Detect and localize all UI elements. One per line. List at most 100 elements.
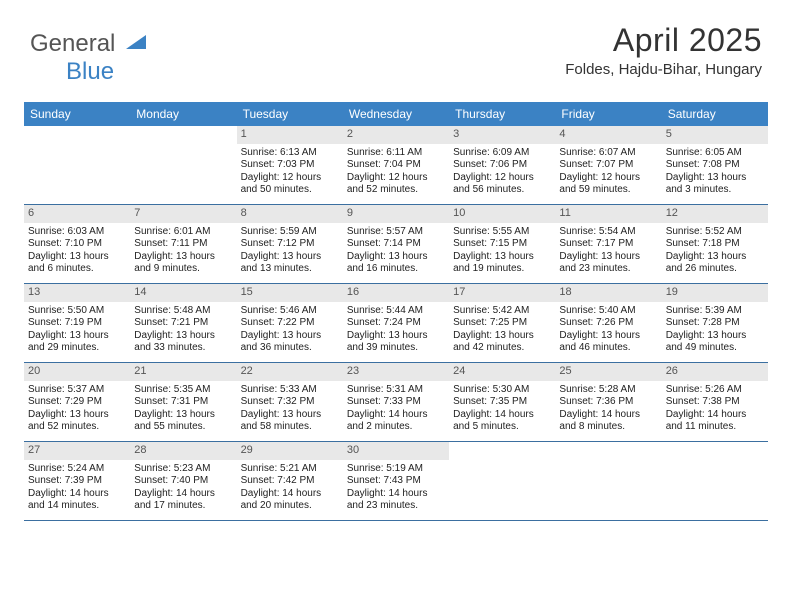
week-row: 27Sunrise: 5:24 AMSunset: 7:39 PMDayligh… xyxy=(24,442,768,521)
sunrise-line: Sunrise: 5:28 AM xyxy=(559,384,657,397)
sunset-line: Sunset: 7:40 PM xyxy=(134,475,232,488)
day-cell: 10Sunrise: 5:55 AMSunset: 7:15 PMDayligh… xyxy=(449,205,555,283)
sunrise-line: Sunrise: 5:31 AM xyxy=(347,384,445,397)
sunrise-line: Sunrise: 5:23 AM xyxy=(134,463,232,476)
sunrise-line: Sunrise: 5:55 AM xyxy=(453,226,551,239)
sunset-line: Sunset: 7:24 PM xyxy=(347,317,445,330)
day-cell: 27Sunrise: 5:24 AMSunset: 7:39 PMDayligh… xyxy=(24,442,130,520)
day-number: 7 xyxy=(130,205,236,223)
sunrise-line: Sunrise: 5:59 AM xyxy=(241,226,339,239)
daylight-line: Daylight: 14 hours and 23 minutes. xyxy=(347,488,445,513)
day-cell xyxy=(130,126,236,204)
sunset-line: Sunset: 7:33 PM xyxy=(347,396,445,409)
daylight-line: Daylight: 14 hours and 11 minutes. xyxy=(666,409,764,434)
sunrise-line: Sunrise: 6:11 AM xyxy=(347,147,445,160)
daylight-line: Daylight: 13 hours and 39 minutes. xyxy=(347,330,445,355)
week-row: 20Sunrise: 5:37 AMSunset: 7:29 PMDayligh… xyxy=(24,363,768,442)
day-number: 29 xyxy=(237,442,343,460)
sunset-line: Sunset: 7:06 PM xyxy=(453,159,551,172)
sunrise-line: Sunrise: 6:03 AM xyxy=(28,226,126,239)
day-number: 18 xyxy=(555,284,661,302)
daylight-line: Daylight: 13 hours and 29 minutes. xyxy=(28,330,126,355)
day-cell: 29Sunrise: 5:21 AMSunset: 7:42 PMDayligh… xyxy=(237,442,343,520)
day-cell: 2Sunrise: 6:11 AMSunset: 7:04 PMDaylight… xyxy=(343,126,449,204)
sunset-line: Sunset: 7:39 PM xyxy=(28,475,126,488)
day-number: 17 xyxy=(449,284,555,302)
sunset-line: Sunset: 7:32 PM xyxy=(241,396,339,409)
sunset-line: Sunset: 7:36 PM xyxy=(559,396,657,409)
day-number: 20 xyxy=(24,363,130,381)
daylight-line: Daylight: 13 hours and 33 minutes. xyxy=(134,330,232,355)
daylight-line: Daylight: 14 hours and 2 minutes. xyxy=(347,409,445,434)
sunrise-line: Sunrise: 5:54 AM xyxy=(559,226,657,239)
day-header-wed: Wednesday xyxy=(343,102,449,126)
sunrise-line: Sunrise: 6:01 AM xyxy=(134,226,232,239)
sunrise-line: Sunrise: 5:37 AM xyxy=(28,384,126,397)
sunrise-line: Sunrise: 5:24 AM xyxy=(28,463,126,476)
day-number: 8 xyxy=(237,205,343,223)
logo-text-1: General xyxy=(30,30,115,57)
sunrise-line: Sunrise: 5:26 AM xyxy=(666,384,764,397)
sunrise-line: Sunrise: 5:48 AM xyxy=(134,305,232,318)
day-header-row: Sunday Monday Tuesday Wednesday Thursday… xyxy=(24,102,768,126)
daylight-line: Daylight: 13 hours and 13 minutes. xyxy=(241,251,339,276)
day-cell: 8Sunrise: 5:59 AMSunset: 7:12 PMDaylight… xyxy=(237,205,343,283)
week-row: 1 Sunrise: 6:13 AMSunset: 7:03 PM Daylight… xyxy=(24,126,768,205)
day-header-thu: Thursday xyxy=(449,102,555,126)
sunrise-line: Sunrise: 6:13 AM xyxy=(241,147,339,160)
weeks-container: 1 Sunrise: 6:13 AMSunset: 7:03 PM Daylight… xyxy=(24,126,768,521)
sunset-line: Sunset: 7:08 PM xyxy=(666,159,764,172)
month-title: April 2025 xyxy=(565,22,762,59)
day-cell xyxy=(449,442,555,520)
day-cell: 30Sunrise: 5:19 AMSunset: 7:43 PMDayligh… xyxy=(343,442,449,520)
day-number: 19 xyxy=(662,284,768,302)
day-cell: 25 Sunrise: 5:28 AMSunset: 7:36 PMDayligh… xyxy=(555,363,661,441)
sunset-line: Sunset: 7:07 PM xyxy=(559,159,657,172)
day-number: 6 xyxy=(24,205,130,223)
day-cell: 14Sunrise: 5:48 AMSunset: 7:21 PMDayligh… xyxy=(130,284,236,362)
sunrise-line: Sunrise: 5:19 AM xyxy=(347,463,445,476)
daylight-line: Daylight: 14 hours and 14 minutes. xyxy=(28,488,126,513)
sunset-line: Sunset: 7:03 PM xyxy=(241,159,339,172)
daylight-line: Daylight: 13 hours and 19 minutes. xyxy=(453,251,551,276)
sunrise-line: Sunrise: 5:33 AM xyxy=(241,384,339,397)
daylight-line: Daylight: 12 hours and 59 minutes. xyxy=(559,172,657,197)
day-cell: 15Sunrise: 5:46 AMSunset: 7:22 PMDayligh… xyxy=(237,284,343,362)
sunset-line: Sunset: 7:17 PM xyxy=(559,238,657,251)
day-cell: 28Sunrise: 5:23 AMSunset: 7:40 PMDayligh… xyxy=(130,442,236,520)
sunset-line: Sunset: 7:25 PM xyxy=(453,317,551,330)
sunrise-line: Sunrise: 6:09 AM xyxy=(453,147,551,160)
sunset-line: Sunset: 7:43 PM xyxy=(347,475,445,488)
daylight-line: Daylight: 13 hours and 26 minutes. xyxy=(666,251,764,276)
sunset-line: Sunset: 7:31 PM xyxy=(134,396,232,409)
daylight-line: Daylight: 13 hours and 42 minutes. xyxy=(453,330,551,355)
sunset-line: Sunset: 7:18 PM xyxy=(666,238,764,251)
day-cell: 19Sunrise: 5:39 AMSunset: 7:28 PMDayligh… xyxy=(662,284,768,362)
day-cell: 21Sunrise: 5:35 AMSunset: 7:31 PMDayligh… xyxy=(130,363,236,441)
day-cell: 6Sunrise: 6:03 AMSunset: 7:10 PMDaylight… xyxy=(24,205,130,283)
daylight-line: Daylight: 13 hours and 6 minutes. xyxy=(28,251,126,276)
day-number: 16 xyxy=(343,284,449,302)
daylight-line: Daylight: 13 hours and 36 minutes. xyxy=(241,330,339,355)
daylight-line: Daylight: 14 hours and 5 minutes. xyxy=(453,409,551,434)
daylight-line: Daylight: 14 hours and 8 minutes. xyxy=(559,409,657,434)
day-cell: 7Sunrise: 6:01 AMSunset: 7:11 PMDaylight… xyxy=(130,205,236,283)
day-header-sat: Saturday xyxy=(662,102,768,126)
sunset-line: Sunset: 7:38 PM xyxy=(666,396,764,409)
sunrise-line: Sunrise: 5:46 AM xyxy=(241,305,339,318)
day-cell: 26Sunrise: 5:26 AMSunset: 7:38 PMDayligh… xyxy=(662,363,768,441)
sunrise-line: Sunrise: 5:30 AM xyxy=(453,384,551,397)
daylight-line: Daylight: 12 hours and 52 minutes. xyxy=(347,172,445,197)
day-number: 25 xyxy=(555,363,661,381)
sunset-line: Sunset: 7:11 PM xyxy=(134,238,232,251)
day-number: 11 xyxy=(555,205,661,223)
sunrise-line: Sunrise: 5:42 AM xyxy=(453,305,551,318)
day-cell: 18Sunrise: 5:40 AMSunset: 7:26 PMDayligh… xyxy=(555,284,661,362)
sunrise-line: Sunrise: 5:57 AM xyxy=(347,226,445,239)
sunset-line: Sunset: 7:28 PM xyxy=(666,317,764,330)
day-number: 1 xyxy=(237,126,343,144)
daylight-line: Daylight: 13 hours and 3 minutes. xyxy=(666,172,764,197)
day-cell: 4Sunrise: 6:07 AMSunset: 7:07 PMDaylight… xyxy=(555,126,661,204)
week-row: 6Sunrise: 6:03 AMSunset: 7:10 PMDaylight… xyxy=(24,205,768,284)
day-cell: 24Sunrise: 5:30 AMSunset: 7:35 PMDayligh… xyxy=(449,363,555,441)
